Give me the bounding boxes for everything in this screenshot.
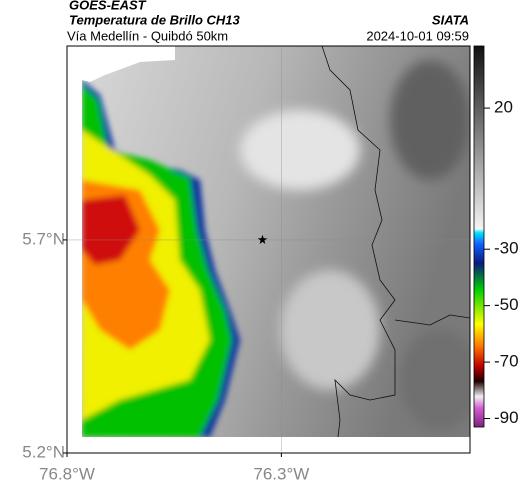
colorbar-label: -30: [494, 239, 519, 258]
lon-label: 76.8°W: [39, 464, 95, 483]
lon-label: 76.3°W: [253, 464, 309, 483]
source: GOES-EAST: [69, 0, 147, 12]
lat-label: 5.7°N: [22, 229, 65, 248]
datetime: 2024-10-01 09:59: [366, 28, 469, 43]
product: Temperatura de Brillo CH13: [69, 12, 241, 27]
location-marker: [257, 234, 268, 244]
colorbar: [473, 45, 485, 428]
colorbar-label: -70: [494, 352, 519, 371]
colorbar-label: -90: [494, 408, 519, 427]
route: Vía Medellín - Quibdó 50km: [67, 28, 228, 43]
agency: SIATA: [432, 12, 469, 27]
map-frame: [66, 45, 471, 454]
lat-label: 5.2°N: [22, 442, 65, 461]
colorbar-label: 20: [494, 98, 513, 117]
layer: 76.8°W 76.3°W 5.7°N 5.2°N 20 -30 -50 -70 -90: [22, 46, 519, 483]
colorbar-label: -50: [494, 295, 519, 314]
satellite-image: [82, 46, 470, 437]
